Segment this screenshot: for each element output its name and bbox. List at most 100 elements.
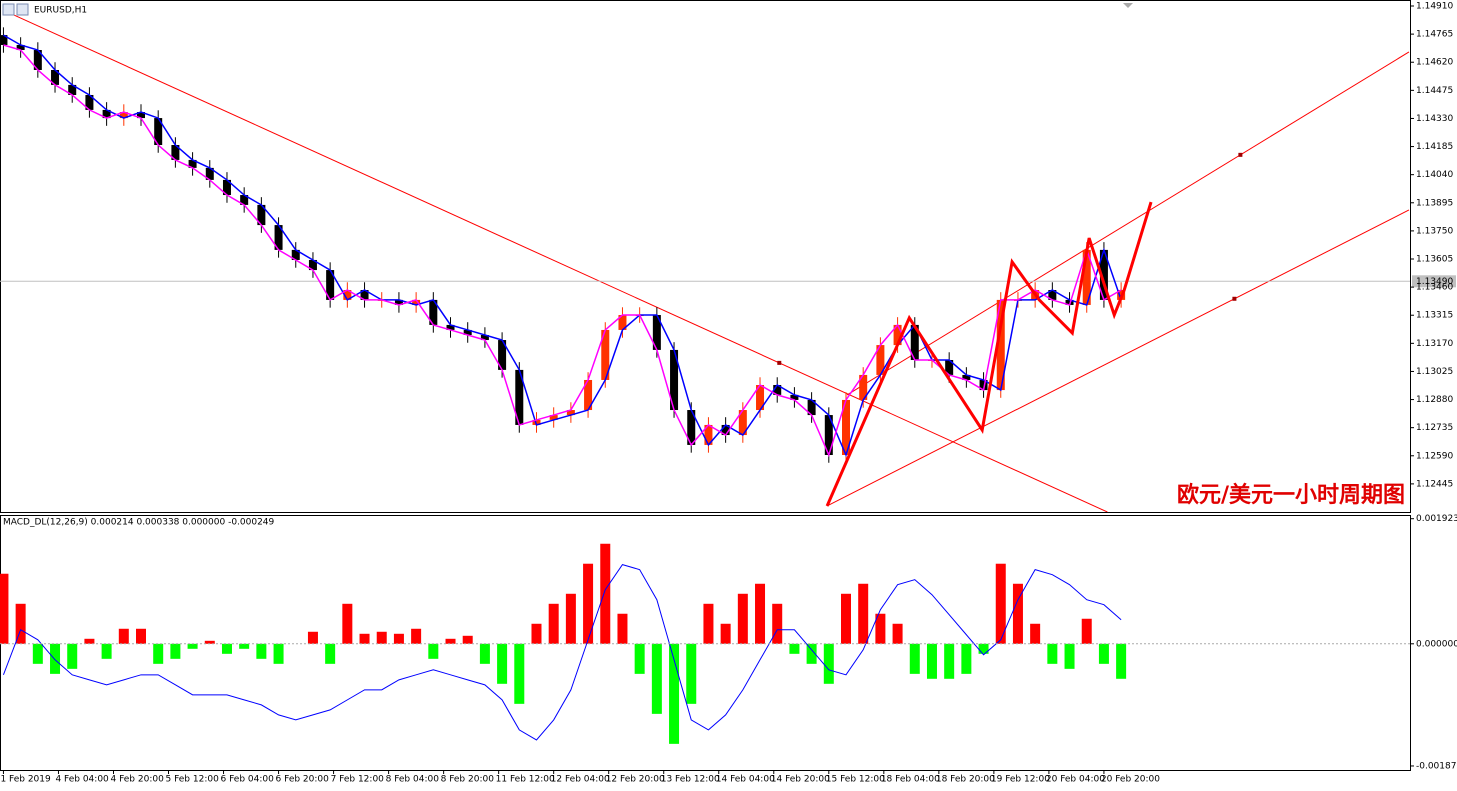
candle-body: [1065, 299, 1074, 305]
candle-body: [738, 410, 747, 436]
zigzag: [825, 201, 1153, 507]
symbol-icon[interactable]: [2, 3, 15, 16]
histogram-bar: [15, 603, 26, 644]
histogram-bar: [50, 643, 61, 674]
x-tick-label: 4 Feb 04:00: [55, 775, 109, 785]
histogram-bar: [118, 628, 129, 644]
candle-body: [670, 349, 679, 411]
histogram-bar: [1030, 623, 1041, 644]
y-tick-label: 1.12735: [1416, 423, 1453, 433]
candle-body: [429, 299, 438, 325]
candle-body: [205, 167, 214, 180]
signal-line: [2, 564, 1122, 741]
candle-body: [721, 424, 730, 436]
histogram-bar: [686, 643, 697, 704]
histogram-bar: [428, 643, 439, 659]
y-tick-label: 1.13170: [1416, 339, 1453, 349]
x-tick-label: 12 Feb 20:00: [606, 775, 665, 785]
x-tick-label: 14 Feb 20:00: [771, 775, 830, 785]
histogram-bar: [0, 573, 9, 644]
histogram-bar: [995, 563, 1006, 644]
candle-body: [1082, 249, 1091, 305]
histogram-bar: [909, 643, 920, 674]
histogram-bar: [187, 643, 198, 649]
histogram-bar: [961, 643, 972, 674]
x-tick-label: 18 Feb 04:00: [881, 775, 940, 785]
candle-body: [532, 419, 541, 425]
y-tick-label: 1.14185: [1416, 142, 1453, 152]
candle-body: [33, 50, 42, 70]
histogram-bar: [600, 543, 611, 644]
candle-body: [222, 179, 231, 196]
period-icon[interactable]: [16, 3, 29, 16]
histogram-bar: [445, 638, 456, 644]
candle-body: [0, 35, 8, 45]
scroll-marker: [1123, 3, 1133, 8]
candle-body: [842, 399, 850, 456]
candle-body: [446, 324, 455, 330]
histogram-bar: [342, 603, 353, 644]
histogram-bar: [170, 643, 181, 659]
moving-average: [3, 34, 1122, 458]
histogram-bar: [772, 603, 783, 644]
candle-body: [807, 399, 816, 416]
histogram-bar: [875, 613, 886, 644]
histogram-bar: [565, 593, 576, 644]
histogram-bar: [221, 643, 232, 654]
candle-body: [412, 299, 421, 305]
trendline: [826, 209, 1410, 507]
candle-body: [308, 259, 317, 271]
candle-body: [463, 329, 472, 336]
candle-body: [687, 410, 696, 445]
candle-body: [618, 315, 627, 330]
candle-body: [480, 335, 489, 341]
histogram-bar: [944, 643, 955, 679]
x-tick-label: 20 Feb 04:00: [1046, 775, 1105, 785]
candle-body: [979, 379, 988, 391]
x-tick-label: 11 Feb 12:00: [496, 775, 555, 785]
candle-body: [601, 329, 610, 380]
histogram-bar: [858, 583, 869, 644]
trendline-anchor: [1232, 296, 1237, 301]
macd-plot: [0, 543, 1410, 744]
histogram-bar: [101, 643, 112, 659]
candle-body: [240, 195, 249, 205]
x-tick-label: 4 Feb 20:00: [110, 775, 164, 785]
histogram-bar: [325, 643, 336, 664]
histogram-bar: [531, 623, 542, 644]
x-tick-label: 14 Feb 04:00: [716, 775, 775, 785]
histogram-bar: [376, 631, 387, 644]
y-tick-label: 1.14620: [1416, 58, 1453, 68]
candle-body: [394, 299, 403, 305]
x-tick-label: 7 Feb 12:00: [331, 775, 385, 785]
histogram-bar: [239, 643, 250, 649]
y-tick-label: 1.13895: [1416, 198, 1453, 208]
histogram-bar: [411, 628, 422, 644]
x-tick-label: 15 Feb 12:00: [826, 775, 885, 785]
candle-body: [704, 424, 713, 445]
x-tick-label: 13 Feb 12:00: [661, 775, 720, 785]
histogram-bar: [153, 643, 164, 664]
histogram-bar: [67, 643, 78, 669]
y-tick-label: 1.14330: [1416, 114, 1453, 124]
candle-body: [16, 44, 25, 51]
candle-body: [859, 374, 868, 400]
histogram-bar: [841, 593, 851, 644]
main-plot: [0, 14, 1410, 512]
x-tick-label: 8 Feb 04:00: [386, 775, 440, 785]
annotation: 欧元/美元一小时周期图: [1177, 482, 1405, 508]
y-tick-label: 1.12880: [1416, 395, 1453, 405]
chart-title: EURUSD,H1: [34, 6, 87, 16]
candle-body: [257, 204, 266, 226]
y-tick-label: 1.14040: [1416, 170, 1453, 180]
trendline: [846, 51, 1410, 396]
candle-body: [876, 345, 885, 375]
trendline: [13, 14, 1108, 512]
candle-body: [102, 109, 111, 119]
candle-body: [824, 415, 833, 456]
candle-body: [188, 159, 197, 168]
indicator-title: MACD_DL(12,26,9) 0.000214 0.000338 0.000…: [3, 518, 275, 528]
histogram-bar: [1081, 618, 1092, 644]
histogram-bar: [359, 633, 370, 644]
